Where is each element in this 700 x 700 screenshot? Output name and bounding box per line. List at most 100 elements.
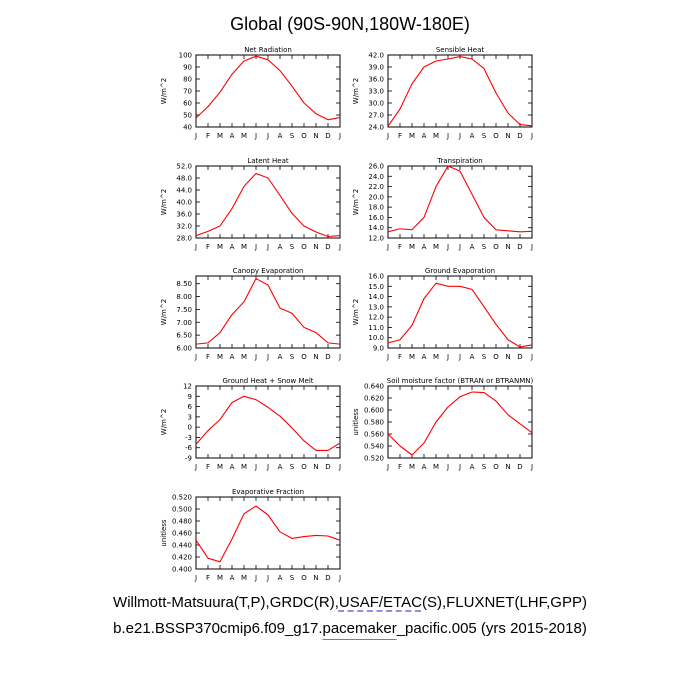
x-tick-label: J: [530, 132, 533, 140]
panel-title: Latent Heat: [247, 157, 289, 165]
series-line: [387, 56, 533, 127]
x-tick-label: N: [313, 353, 318, 361]
x-tick-label: J: [530, 353, 533, 361]
x-tick-label: S: [290, 243, 295, 251]
caption-case-underlined: pacemaker: [322, 620, 397, 637]
x-tick-label: J: [458, 243, 461, 251]
y-tick-label: 52.0: [176, 163, 192, 171]
y-tick-label: 28.0: [176, 235, 192, 243]
x-tick-label: S: [290, 574, 295, 582]
y-tick-label: 0.520: [172, 494, 192, 502]
x-tick-label: J: [446, 463, 449, 471]
x-tick-label: A: [278, 574, 283, 582]
x-tick-label: F: [398, 353, 402, 361]
plot-frame: [195, 54, 341, 128]
y-tick-label: 0: [188, 424, 192, 432]
y-tick-label: 8.00: [176, 293, 192, 301]
x-tick-label: D: [325, 574, 330, 582]
x-tick-label: J: [254, 353, 257, 361]
caption-case: b.e21.BSSP370cmip6.f09_g17.pacemaker_pac…: [0, 620, 700, 637]
x-tick-label: A: [230, 353, 235, 361]
x-tick-label: D: [517, 463, 522, 471]
x-tick-label: M: [241, 243, 247, 251]
y-tick-label: 22.0: [368, 183, 384, 191]
y-tick-label: 0.620: [364, 395, 384, 403]
x-tick-label: N: [505, 132, 510, 140]
x-tick-label: S: [482, 132, 487, 140]
x-tick-label: S: [482, 353, 487, 361]
y-tick-label: 14.0: [368, 224, 384, 232]
x-tick-label: A: [278, 353, 283, 361]
y-tick-label: 80: [183, 76, 192, 84]
x-tick-label: J: [254, 132, 257, 140]
y-axis-label: W/m^2: [160, 409, 168, 435]
x-tick-label: D: [517, 353, 522, 361]
x-tick-label: J: [254, 463, 257, 471]
y-axis-label: W/m^2: [352, 78, 360, 104]
x-tick-label: A: [470, 132, 475, 140]
x-tick-label: J: [386, 353, 389, 361]
x-tick-label: A: [230, 574, 235, 582]
caption-datasets-before: Willmott-Matsuura(T,P),GRDC(R),: [113, 594, 339, 611]
y-axis-label: W/m^2: [352, 299, 360, 325]
x-tick-label: A: [422, 353, 427, 361]
y-tick-label: 50: [183, 112, 192, 120]
x-tick-label: M: [409, 243, 415, 251]
panel-title: Canopy Evaporation: [233, 267, 304, 275]
series-line: [387, 391, 533, 456]
y-tick-label: 24.0: [368, 124, 384, 132]
y-tick-label: 12.0: [368, 314, 384, 322]
series-line: [387, 165, 533, 233]
x-tick-label: A: [278, 463, 283, 471]
y-tick-label: 12: [183, 383, 192, 391]
y-tick-label: 24.0: [368, 173, 384, 181]
x-tick-label: A: [230, 243, 235, 251]
x-tick-label: J: [530, 463, 533, 471]
y-tick-label: 33.0: [368, 88, 384, 96]
x-tick-label: J: [254, 243, 257, 251]
x-tick-label: S: [290, 353, 295, 361]
x-tick-label: A: [230, 463, 235, 471]
y-axis-label: W/m^2: [352, 189, 360, 215]
series-line: [195, 278, 341, 345]
x-tick-label: F: [398, 132, 402, 140]
y-tick-label: 12.0: [368, 235, 384, 243]
chart-panel-8: Soil moisture factor (BTRAN or BTRANMN) u…: [352, 377, 533, 471]
y-tick-label: 90: [183, 64, 192, 72]
x-tick-label: J: [266, 132, 269, 140]
y-tick-label: -9: [185, 455, 192, 463]
x-tick-label: D: [325, 353, 330, 361]
y-tick-label: 6: [188, 403, 193, 411]
x-tick-label: M: [217, 463, 223, 471]
x-tick-label: O: [301, 574, 307, 582]
y-tick-label: 0.580: [364, 419, 384, 427]
x-tick-label: J: [266, 353, 269, 361]
figure-title: Global (90S-90N,180W-180E): [230, 14, 470, 34]
x-tick-label: N: [313, 574, 318, 582]
panel-title: Sensible Heat: [436, 46, 485, 54]
x-tick-label: M: [241, 574, 247, 582]
y-tick-label: 0.600: [364, 407, 384, 415]
y-tick-label: 70: [183, 88, 192, 96]
y-tick-label: 10.0: [368, 334, 384, 342]
y-tick-label: 0.420: [172, 554, 192, 562]
x-tick-label: F: [206, 132, 210, 140]
x-tick-label: J: [194, 132, 197, 140]
x-tick-label: M: [409, 463, 415, 471]
y-tick-label: 6.50: [176, 332, 192, 340]
x-tick-label: A: [422, 243, 427, 251]
y-tick-label: 11.0: [368, 324, 384, 332]
x-tick-label: O: [493, 463, 499, 471]
y-tick-label: 48.0: [176, 175, 192, 183]
caption-datasets-underlined: USAF/ETAC: [338, 594, 422, 611]
series-line: [195, 395, 341, 452]
y-tick-label: 6.00: [176, 345, 192, 353]
x-tick-label: M: [241, 353, 247, 361]
y-tick-label: 0.560: [364, 431, 384, 439]
y-tick-label: 0.400: [172, 566, 192, 574]
x-tick-label: J: [338, 463, 341, 471]
y-tick-label: 27.0: [368, 112, 384, 120]
x-tick-label: M: [241, 463, 247, 471]
